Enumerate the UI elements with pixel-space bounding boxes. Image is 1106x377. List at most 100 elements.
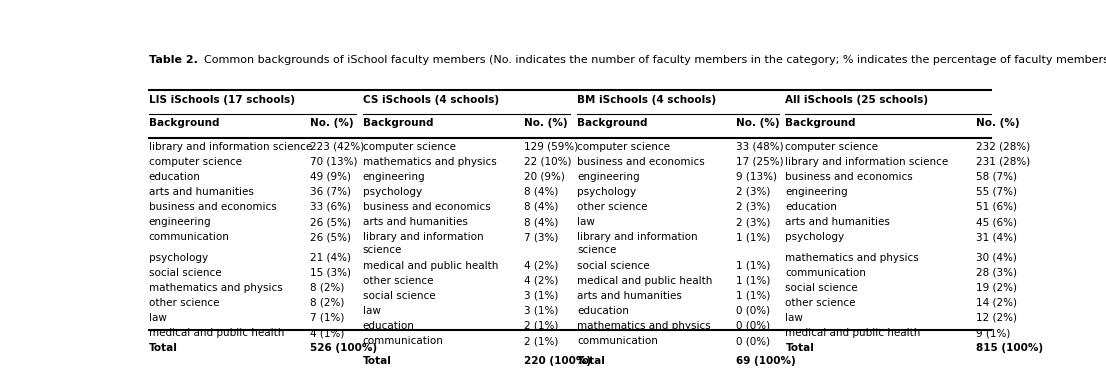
Text: No. (%): No. (%): [310, 118, 353, 129]
Text: 4 (1%): 4 (1%): [310, 328, 344, 338]
Text: 0 (0%): 0 (0%): [735, 306, 770, 316]
Text: social science: social science: [785, 283, 858, 293]
Text: engineering: engineering: [785, 187, 848, 197]
Text: Common backgrounds of iSchool faculty members (No. indicates the number of facul: Common backgrounds of iSchool faculty me…: [197, 55, 1106, 65]
Text: other science: other science: [363, 276, 434, 286]
Text: library and information science: library and information science: [148, 142, 312, 152]
Text: other science: other science: [577, 202, 648, 212]
Text: 8 (2%): 8 (2%): [310, 283, 344, 293]
Text: 0 (0%): 0 (0%): [735, 321, 770, 331]
Text: science: science: [363, 245, 403, 256]
Text: social science: social science: [148, 268, 221, 277]
Text: psychology: psychology: [785, 232, 845, 242]
Text: 33 (48%): 33 (48%): [735, 142, 783, 152]
Text: education: education: [148, 172, 200, 182]
Text: No. (%): No. (%): [524, 118, 567, 129]
Text: 12 (2%): 12 (2%): [975, 313, 1016, 323]
Text: 8 (2%): 8 (2%): [310, 298, 344, 308]
Text: mathematics and physics: mathematics and physics: [785, 253, 919, 262]
Text: 9 (13%): 9 (13%): [735, 172, 776, 182]
Text: other science: other science: [148, 298, 219, 308]
Text: other science: other science: [785, 298, 856, 308]
Text: 31 (4%): 31 (4%): [975, 232, 1016, 242]
Text: business and economics: business and economics: [363, 202, 491, 212]
Text: 8 (4%): 8 (4%): [524, 217, 559, 227]
Text: 36 (7%): 36 (7%): [310, 187, 351, 197]
Text: 7 (3%): 7 (3%): [524, 232, 559, 242]
Text: education: education: [785, 202, 837, 212]
Text: psychology: psychology: [148, 253, 208, 262]
Text: 0 (0%): 0 (0%): [735, 336, 770, 346]
Text: business and economics: business and economics: [148, 202, 276, 212]
Text: 15 (3%): 15 (3%): [310, 268, 351, 277]
Text: 1 (1%): 1 (1%): [735, 291, 770, 301]
Text: communication: communication: [363, 336, 444, 346]
Text: computer science: computer science: [785, 142, 878, 152]
Text: computer science: computer science: [363, 142, 456, 152]
Text: 232 (28%): 232 (28%): [975, 142, 1030, 152]
Text: medical and public health: medical and public health: [363, 261, 498, 271]
Text: computer science: computer science: [577, 142, 670, 152]
Text: 2 (3%): 2 (3%): [735, 217, 770, 227]
Text: 1 (1%): 1 (1%): [735, 261, 770, 271]
Text: Background: Background: [148, 118, 219, 129]
Text: 26 (5%): 26 (5%): [310, 217, 351, 227]
Text: 17 (25%): 17 (25%): [735, 157, 783, 167]
Text: law: law: [577, 217, 595, 227]
Text: 21 (4%): 21 (4%): [310, 253, 351, 262]
Text: law: law: [148, 313, 166, 323]
Text: communication: communication: [785, 268, 866, 277]
Text: 49 (9%): 49 (9%): [310, 172, 351, 182]
Text: social science: social science: [363, 291, 436, 301]
Text: law: law: [785, 313, 803, 323]
Text: arts and humanities: arts and humanities: [577, 291, 682, 301]
Text: No. (%): No. (%): [735, 118, 780, 129]
Text: 7 (1%): 7 (1%): [310, 313, 344, 323]
Text: 28 (3%): 28 (3%): [975, 268, 1016, 277]
Text: 70 (13%): 70 (13%): [310, 157, 357, 167]
Text: LIS iSchools (17 schools): LIS iSchools (17 schools): [148, 95, 294, 104]
Text: science: science: [577, 245, 616, 256]
Text: 8 (4%): 8 (4%): [524, 202, 559, 212]
Text: 4 (2%): 4 (2%): [524, 276, 559, 286]
Text: Background: Background: [577, 118, 648, 129]
Text: 2 (3%): 2 (3%): [735, 202, 770, 212]
Text: social science: social science: [577, 261, 649, 271]
Text: library and information: library and information: [363, 232, 483, 242]
Text: mathematics and physics: mathematics and physics: [363, 157, 497, 167]
Text: engineering: engineering: [148, 217, 211, 227]
Text: arts and humanities: arts and humanities: [363, 217, 468, 227]
Text: Total: Total: [363, 356, 392, 366]
Text: communication: communication: [577, 336, 658, 346]
Text: education: education: [363, 321, 415, 331]
Text: 55 (7%): 55 (7%): [975, 187, 1016, 197]
Text: library and information: library and information: [577, 232, 698, 242]
Text: 526 (100%): 526 (100%): [310, 343, 377, 353]
Text: computer science: computer science: [148, 157, 241, 167]
Text: engineering: engineering: [363, 172, 426, 182]
Text: All iSchools (25 schools): All iSchools (25 schools): [785, 95, 929, 104]
Text: psychology: psychology: [577, 187, 636, 197]
Text: 14 (2%): 14 (2%): [975, 298, 1016, 308]
Text: mathematics and physics: mathematics and physics: [148, 283, 282, 293]
Text: 58 (7%): 58 (7%): [975, 172, 1016, 182]
Text: 19 (2%): 19 (2%): [975, 283, 1016, 293]
Text: 2 (1%): 2 (1%): [524, 321, 559, 331]
Text: 45 (6%): 45 (6%): [975, 217, 1016, 227]
Text: law: law: [363, 306, 380, 316]
Text: 8 (4%): 8 (4%): [524, 187, 559, 197]
Text: Table 2.: Table 2.: [148, 55, 197, 65]
Text: 30 (4%): 30 (4%): [975, 253, 1016, 262]
Text: 9 (1%): 9 (1%): [975, 328, 1010, 338]
Text: 1 (1%): 1 (1%): [735, 232, 770, 242]
Text: 69 (100%): 69 (100%): [735, 356, 795, 366]
Text: 815 (100%): 815 (100%): [975, 343, 1043, 353]
Text: library and information science: library and information science: [785, 157, 949, 167]
Text: Total: Total: [148, 343, 177, 353]
Text: arts and humanities: arts and humanities: [785, 217, 890, 227]
Text: 1 (1%): 1 (1%): [735, 276, 770, 286]
Text: 3 (1%): 3 (1%): [524, 291, 559, 301]
Text: business and economics: business and economics: [577, 157, 705, 167]
Text: Total: Total: [577, 356, 606, 366]
Text: communication: communication: [148, 232, 229, 242]
